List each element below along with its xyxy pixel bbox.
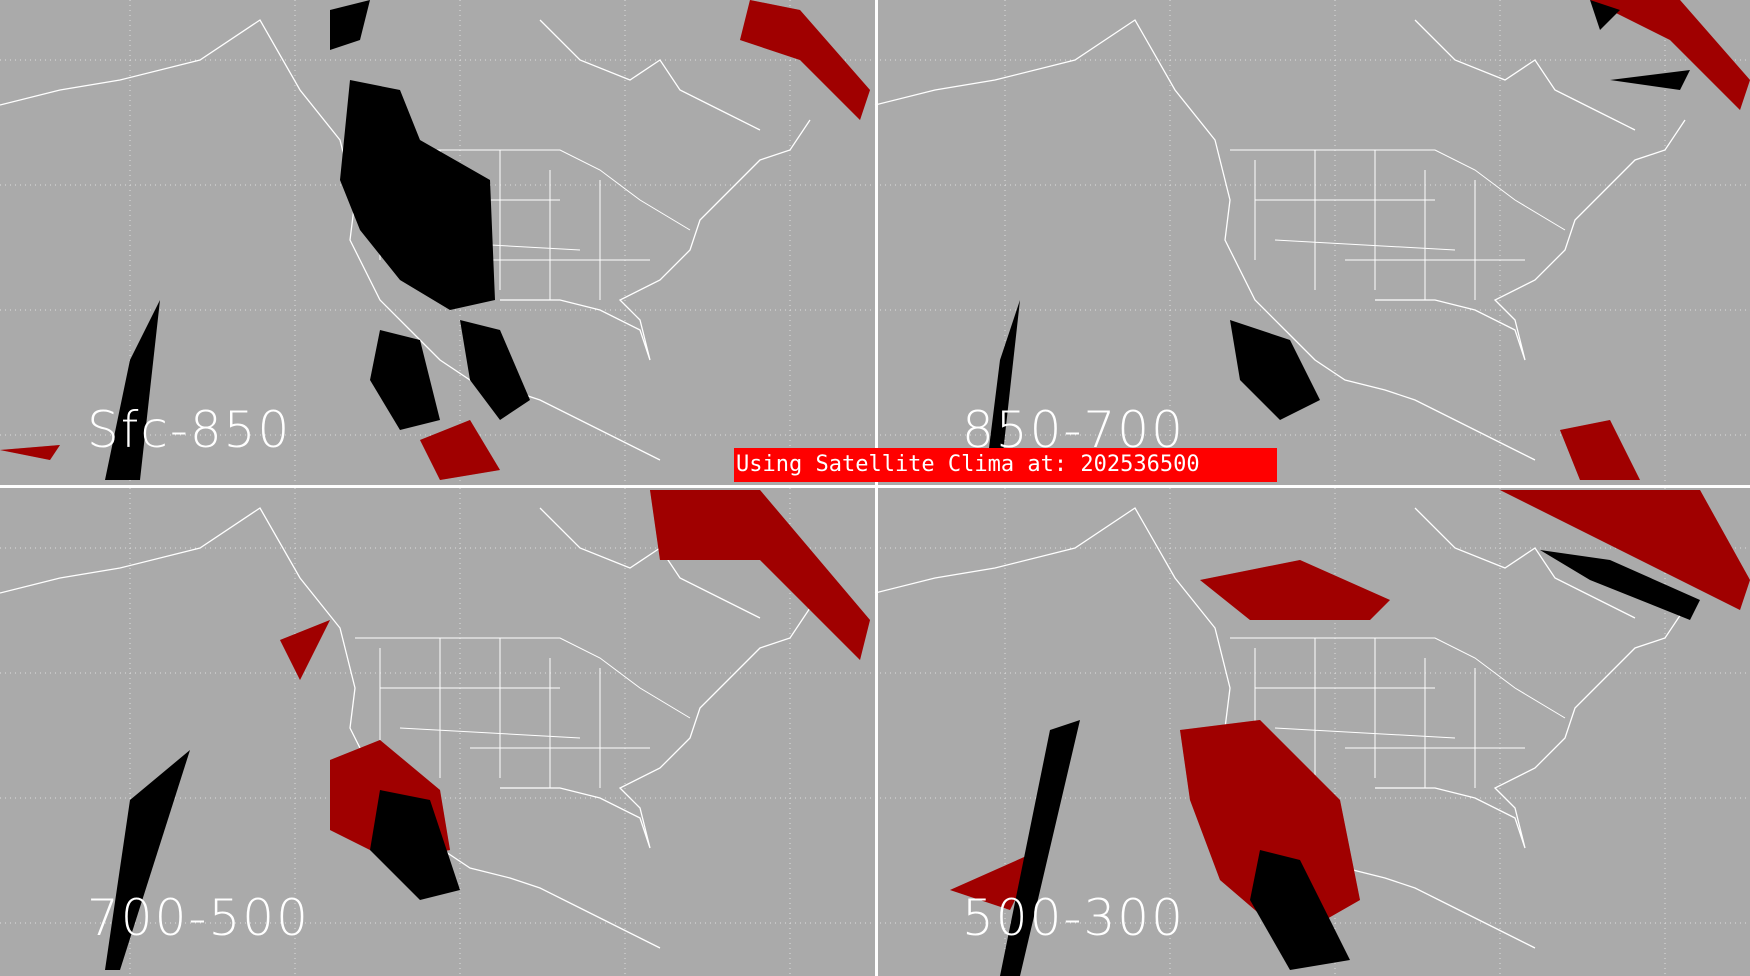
panel-label-500-300: 500-300: [962, 889, 1185, 947]
coastline: [874, 19, 1686, 461]
cloud-region-red: [280, 620, 330, 680]
cloud-region-black: [1230, 320, 1320, 420]
map-panel-3: [0, 488, 875, 974]
panel-label-850-700: 850-700: [962, 401, 1185, 459]
cloud-region-red: [0, 445, 60, 460]
coastline: [0, 19, 811, 461]
cloud-region-black: [1540, 550, 1700, 620]
map-panel-2: [874, 0, 1750, 486]
state-borders: [1230, 637, 1566, 788]
horizontal-divider: [0, 485, 1750, 488]
cloud-region-black: [985, 300, 1020, 480]
cloud-region-black: [340, 80, 495, 310]
panel-background: [875, 0, 1750, 486]
cloud-region-black: [1000, 720, 1080, 976]
state-borders: [1230, 149, 1566, 300]
state-borders: [355, 637, 691, 788]
cloud-region-black: [1610, 70, 1690, 90]
cloud-region-black: [1590, 0, 1620, 30]
cloud-region-black: [370, 330, 440, 430]
cloud-region-black: [330, 0, 370, 50]
cloud-region-red: [420, 420, 500, 480]
cloud-region-red: [1180, 720, 1360, 940]
cloud-region-red: [650, 490, 870, 660]
cloud-region-red: [1200, 560, 1390, 620]
satellite-clima-banner: Using Satellite Clima at: 202536500: [734, 448, 1277, 482]
cloud-region-red: [1500, 490, 1750, 610]
panel-label-700-500: 700-500: [87, 889, 310, 947]
cloud-region-red: [740, 0, 870, 120]
cloud-region-black: [460, 320, 530, 420]
cloud-region-red: [1590, 0, 1750, 110]
cloud-region-black: [105, 750, 190, 970]
cloud-region-black: [370, 790, 460, 900]
cloud-region-black: [105, 300, 160, 480]
cloud-region-black: [1250, 850, 1350, 970]
cloud-region-red: [1560, 420, 1640, 480]
map-panel-4: [874, 488, 1750, 976]
panel-label-sfc-850: Sfc-850: [87, 401, 292, 459]
map-panel-1: [0, 0, 875, 486]
